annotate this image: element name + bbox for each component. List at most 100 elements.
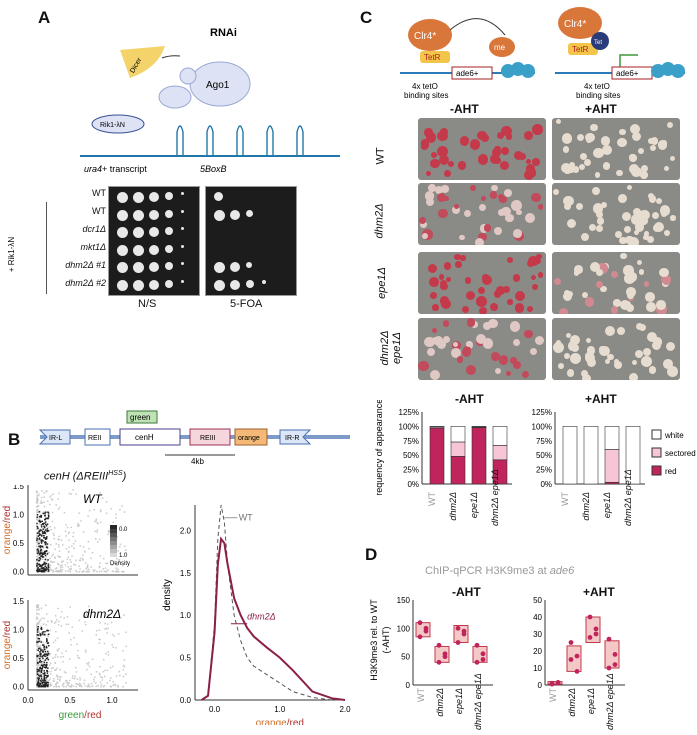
scatter-point	[83, 682, 85, 685]
scatter-point	[87, 570, 89, 573]
tick-label: 0.0	[209, 705, 221, 714]
scatter-point	[86, 614, 88, 617]
scatter-point	[56, 667, 58, 670]
scatter-point	[100, 684, 103, 686]
petri-dish-image	[418, 252, 546, 314]
scatter-point	[41, 546, 43, 549]
chip-category-label: dhm2Δ epe1Δ	[473, 673, 483, 730]
scatter-point-dense	[39, 568, 41, 571]
chip-category-label: WT	[416, 688, 426, 702]
tick-label: 30	[533, 630, 542, 639]
scatter-point	[74, 675, 76, 678]
tick-label: 1.0	[13, 626, 25, 635]
scatter-point-dense	[39, 668, 42, 670]
scatter-point	[57, 678, 59, 680]
scatter-point	[82, 554, 84, 557]
colony-spot	[149, 227, 159, 237]
scatter-point-dense	[36, 562, 39, 565]
colony-spot	[230, 279, 240, 290]
scatter-point	[45, 642, 47, 644]
colony	[601, 201, 608, 208]
chip-category-label: epe1Δ	[586, 688, 596, 715]
scatter-point	[53, 685, 55, 688]
scatter-point	[90, 557, 92, 559]
colony	[501, 206, 511, 217]
colony	[623, 265, 634, 276]
colony	[670, 215, 676, 221]
scatter-point-dense	[43, 663, 45, 666]
plate-label-5foa: 5-FOA	[230, 298, 263, 310]
tick-label: 100	[397, 624, 411, 633]
colony	[480, 195, 486, 201]
scatter-point	[109, 531, 111, 533]
colony	[566, 165, 575, 174]
ago1-label: Ago1	[206, 80, 230, 91]
scatter-point	[49, 673, 52, 675]
scatter-point-dense	[37, 637, 40, 640]
condition-header: +AHT	[585, 102, 617, 116]
scatter-point	[70, 685, 72, 688]
colony	[536, 253, 543, 260]
colony	[461, 347, 472, 358]
scatter-point-dense	[43, 531, 46, 533]
scatter-point	[123, 614, 125, 616]
chip-category-label: epe1Δ	[454, 688, 464, 715]
scatter-point-dense	[38, 675, 41, 677]
scatter-point	[52, 570, 55, 572]
scatter-point	[57, 563, 60, 566]
scatter-point	[36, 616, 38, 619]
scatter-point	[51, 555, 53, 557]
colony	[532, 158, 540, 167]
colony	[469, 139, 481, 150]
strain-label: dcr1Δ	[82, 224, 106, 234]
svg-text:me: me	[494, 43, 506, 52]
scatter-point-dense	[39, 570, 41, 572]
colony	[431, 152, 438, 158]
scatter-point-dense	[41, 651, 44, 653]
colony	[454, 253, 461, 261]
colony	[450, 348, 461, 358]
scatter-point	[104, 567, 107, 569]
scatter-point	[36, 552, 38, 555]
scatter-point	[90, 682, 93, 685]
scatter-point	[54, 669, 56, 672]
scatter-point	[47, 500, 49, 502]
scatter-point	[98, 565, 101, 568]
data-point	[612, 662, 618, 667]
scatter-point	[79, 545, 82, 547]
scatter-point	[36, 561, 39, 564]
scatter-point	[82, 545, 85, 548]
colony	[493, 226, 503, 235]
colony	[610, 306, 619, 314]
scatter-point	[49, 629, 52, 632]
scatter-point	[65, 535, 67, 537]
scatter-point	[39, 632, 41, 634]
colony	[595, 225, 603, 233]
scatter-point	[65, 685, 67, 688]
colony	[614, 361, 622, 370]
scatter-point	[51, 511, 54, 514]
scatter-point	[50, 561, 52, 564]
colony	[420, 221, 427, 228]
colony	[618, 194, 628, 203]
scatter-point	[56, 637, 59, 639]
colony	[478, 286, 486, 295]
colony	[670, 155, 676, 162]
scatter-point	[65, 680, 67, 682]
colony	[431, 328, 437, 334]
petri-dish-image	[552, 118, 680, 180]
scatter-point	[115, 517, 117, 519]
scatter-point	[70, 565, 72, 568]
data-point	[480, 651, 486, 657]
scatter-point	[67, 683, 69, 685]
scatter-point-dense	[41, 556, 44, 558]
scatter-point-dense	[43, 645, 46, 648]
data-point	[549, 681, 555, 687]
colony-spot	[246, 209, 253, 217]
colony	[562, 145, 570, 153]
scatter-point	[49, 685, 52, 687]
scatter-point-dense	[40, 534, 42, 536]
scatter-point	[80, 557, 82, 560]
tick-label: 150	[397, 596, 411, 605]
scatter-point	[84, 649, 87, 652]
